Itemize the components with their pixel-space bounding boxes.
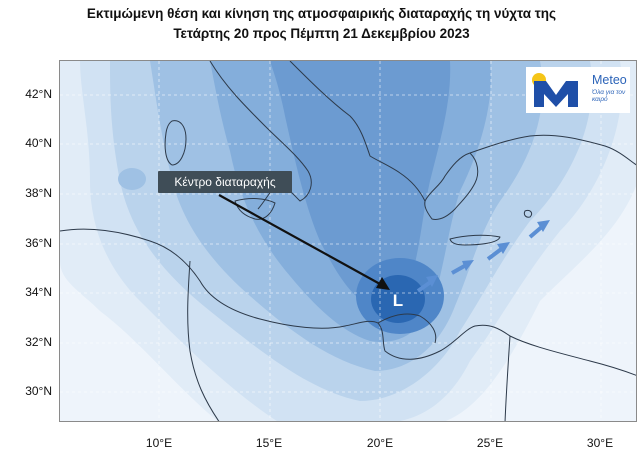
border-tunisia bbox=[187, 260, 220, 421]
lon-label-25: 25°E bbox=[476, 436, 504, 450]
lat-label-32: 32°N bbox=[25, 335, 52, 349]
track-arrow-2 bbox=[451, 260, 474, 275]
lat-label-40: 40°N bbox=[25, 136, 52, 150]
coastline-sardinia bbox=[164, 120, 187, 166]
border-libya-egypt bbox=[504, 335, 511, 421]
track-arrows bbox=[416, 220, 550, 293]
disturbance-center-label: Κέντρο διαταραχής bbox=[158, 171, 292, 193]
coastline-cyrenaica bbox=[377, 313, 437, 344]
coastlines bbox=[60, 61, 636, 421]
lon-label-20: 20°E bbox=[366, 436, 394, 450]
lon-label-10: 10°E bbox=[145, 436, 173, 450]
low-pressure-marker: L bbox=[393, 291, 403, 310]
contour-blob-west bbox=[118, 168, 146, 190]
logo-tagline: Όλα για τον καιρό bbox=[592, 89, 626, 103]
lon-label-15: 15°E bbox=[255, 436, 283, 450]
track-arrow-1 bbox=[416, 275, 438, 293]
map-title: Εκτιμώμενη θέση και κίνηση της ατμοσφαιρ… bbox=[0, 4, 643, 44]
sun-and-m-logo-icon bbox=[532, 73, 578, 107]
track-arrow-3 bbox=[486, 242, 510, 261]
logo-brand-text: Meteo bbox=[592, 73, 627, 87]
lat-label-34: 34°N bbox=[25, 285, 52, 299]
coastline-islands bbox=[523, 210, 533, 218]
coastline-aegean-turkey bbox=[469, 134, 636, 166]
coastline-greece bbox=[424, 152, 479, 220]
contour-band-6 bbox=[270, 61, 451, 309]
meteo-logo[interactable]: Meteo Όλα για τον καιρό bbox=[526, 67, 630, 113]
graticule bbox=[60, 61, 636, 421]
lat-label-38: 38°N bbox=[25, 186, 52, 200]
title-line-2: Τετάρτης 20 προς Πέμπτη 21 Δεκεμβρίου 20… bbox=[173, 26, 470, 41]
motion-arrow bbox=[218, 194, 390, 290]
track-arrow-4 bbox=[528, 220, 550, 239]
lat-label-36: 36°N bbox=[25, 236, 52, 250]
map-canvas: L bbox=[60, 61, 636, 421]
weather-map: L bbox=[59, 60, 637, 422]
lat-label-42: 42°N bbox=[25, 87, 52, 101]
coastline-north-africa bbox=[60, 228, 636, 376]
coastline-crete bbox=[449, 234, 501, 246]
lat-label-30: 30°N bbox=[25, 384, 52, 398]
lon-label-30: 30°E bbox=[586, 436, 614, 450]
title-line-1: Εκτιμώμενη θέση και κίνηση της ατμοσφαιρ… bbox=[86, 6, 557, 21]
coastline-sicily bbox=[234, 198, 276, 220]
coastline-balkans bbox=[289, 61, 426, 202]
